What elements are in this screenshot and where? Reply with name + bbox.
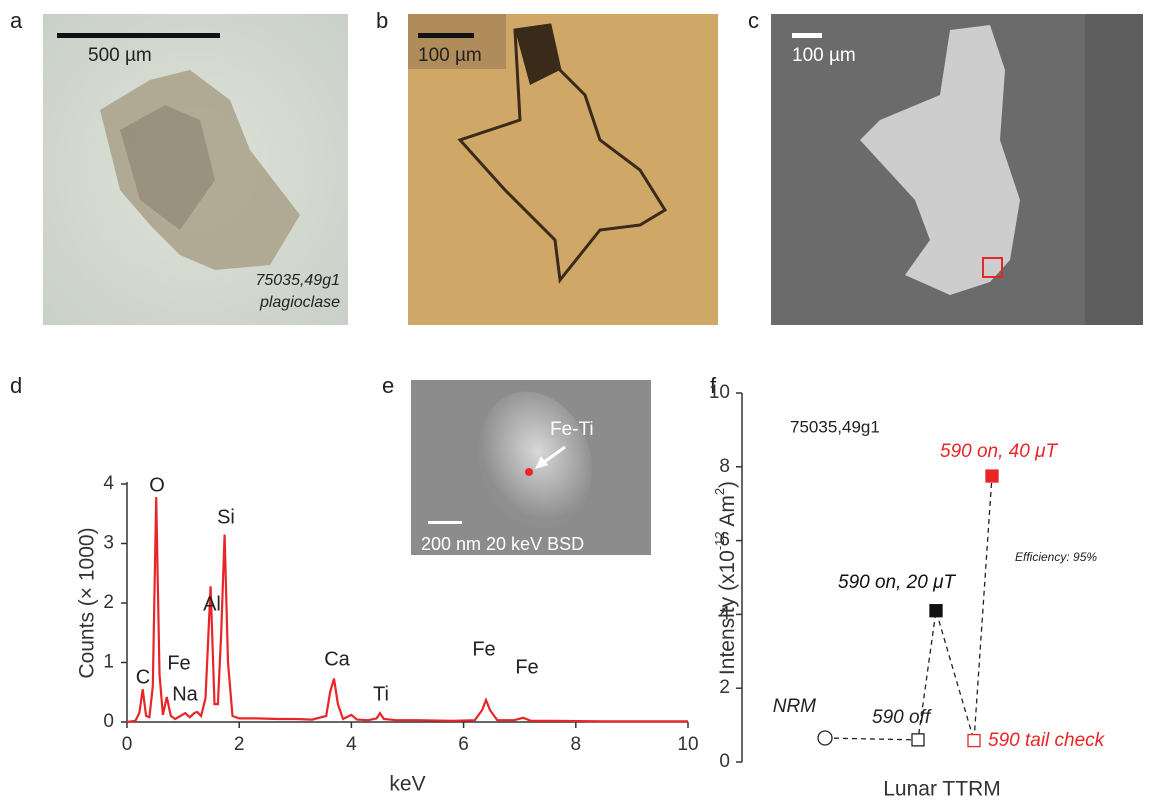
peak-label: Fe	[515, 656, 538, 678]
peak-label: C	[136, 666, 150, 688]
scale-label: 500 µm	[88, 45, 152, 66]
panel-letter: c	[748, 8, 759, 33]
x-tick-label: 2	[234, 734, 245, 755]
point-label: 590 tail check	[988, 730, 1106, 751]
x-tick-label: 0	[122, 734, 133, 755]
peak-label: Ca	[324, 648, 350, 670]
photo-edge	[1085, 14, 1143, 325]
panel-letter: a	[10, 8, 23, 33]
spot	[525, 468, 533, 476]
panel-e: e Fe-Ti 200 nm 20 keV BSD	[382, 373, 651, 555]
panel-a: a 500 µm 75035,49g1 plagioclase	[10, 8, 348, 325]
y-axis-label-part: Intensity (x10	[716, 550, 739, 675]
point-label: 590 on, 20 μT	[838, 572, 956, 593]
point-label: 590 on, 40 μT	[940, 441, 1058, 462]
peak-label: Na	[172, 683, 198, 705]
y-tick-label: 3	[103, 533, 114, 554]
annotation: Efficiency: 95%	[1015, 550, 1097, 564]
y-tick-label: 8	[719, 456, 730, 477]
caption: 200 nm 20 keV BSD	[421, 534, 584, 554]
y-axis-label-part: )	[716, 481, 739, 488]
peak-label: Si	[217, 506, 235, 528]
scale-bar	[418, 33, 474, 38]
scale-bar	[792, 33, 822, 38]
caption: 75035,49g1	[255, 272, 340, 289]
x-axis-label: Lunar TTRM	[883, 778, 1000, 800]
y-axis-label-part: Am	[716, 495, 739, 531]
panel-b: b 100 µm	[376, 8, 718, 325]
x-tick-label: 10	[677, 734, 698, 755]
figure: a 500 µm 75035,49g1 plagioclase b 100 µm…	[0, 0, 1151, 800]
annotation: 75035,49g1	[790, 417, 880, 436]
scale-label: 100 µm	[418, 45, 482, 66]
y-tick-label: 0	[719, 751, 730, 772]
y-tick-label: 2	[719, 677, 730, 698]
caption: plagioclase	[259, 294, 340, 311]
x-tick-label: 4	[346, 734, 357, 755]
y-axis-label: Counts (× 1000)	[76, 527, 99, 678]
point	[968, 735, 980, 747]
scale-bar	[57, 33, 220, 38]
x-tick-label: 6	[458, 734, 469, 755]
peak-label: Fe	[167, 652, 190, 674]
y-tick-label: 10	[709, 382, 730, 403]
point	[912, 734, 924, 746]
scale-label: 100 µm	[792, 45, 856, 66]
annotation: Fe-Ti	[550, 419, 594, 440]
peak-label: Ti	[373, 683, 389, 705]
connector-line	[825, 476, 992, 741]
y-tick-label: 0	[103, 711, 114, 732]
point	[986, 470, 998, 482]
point	[930, 605, 942, 617]
y-tick-label: 1	[103, 652, 114, 673]
panel-letter: e	[382, 373, 394, 398]
y-axis-label-part: 2	[712, 488, 727, 495]
y-axis-label: Intensity (x10-12 Am2)	[712, 481, 739, 675]
peak-label: O	[149, 474, 165, 496]
point	[818, 731, 832, 745]
x-axis-label: keV	[389, 773, 425, 796]
y-tick-label: 4	[103, 473, 114, 494]
scale-bar	[428, 521, 462, 524]
panel-letter: b	[376, 8, 388, 33]
panel-c: c 100 µm	[748, 8, 1143, 325]
panel-letter: d	[10, 373, 22, 398]
point-label: NRM	[773, 696, 816, 717]
peak-label: Fe	[472, 638, 495, 660]
y-tick-label: 2	[103, 592, 114, 613]
point-label: 590 off	[872, 707, 932, 728]
peak-label: Al	[203, 593, 221, 615]
x-tick-label: 8	[571, 734, 582, 755]
y-axis-label-part: -12	[712, 531, 727, 550]
